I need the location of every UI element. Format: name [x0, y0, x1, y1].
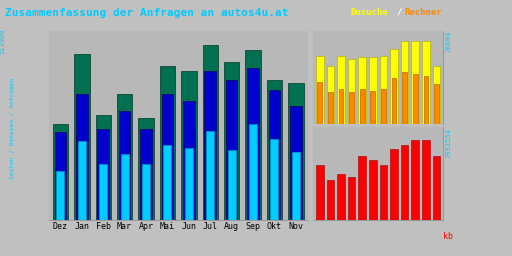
Bar [99, 164, 108, 220]
Bar [337, 174, 345, 220]
Bar [412, 140, 419, 220]
Bar [160, 66, 175, 220]
Bar [381, 89, 386, 124]
Text: Zusammenfassung der Anfragen an autos4u.at: Zusammenfassung der Anfragen an autos4u.… [5, 8, 289, 18]
Bar [247, 68, 259, 220]
Bar [117, 94, 132, 220]
Bar [119, 111, 131, 220]
Bar [224, 62, 239, 220]
Bar [369, 57, 377, 124]
Bar [74, 54, 90, 220]
Bar [317, 82, 322, 124]
Text: Besuche: Besuche [351, 8, 388, 17]
Bar [183, 101, 195, 220]
Bar [76, 94, 88, 220]
Bar [181, 71, 197, 220]
Text: 513908: 513908 [0, 28, 6, 54]
Bar [423, 76, 428, 124]
Bar [402, 72, 407, 124]
Bar [413, 74, 418, 124]
Bar [348, 59, 355, 124]
Bar [348, 177, 355, 220]
Bar [401, 41, 409, 124]
Bar [290, 106, 302, 220]
Bar [245, 50, 261, 220]
Bar [54, 132, 66, 220]
Bar [138, 119, 154, 220]
Bar [226, 80, 238, 220]
Bar [379, 56, 387, 124]
Bar [327, 180, 334, 220]
Bar [358, 156, 366, 220]
Bar [270, 140, 279, 220]
Bar [379, 165, 387, 220]
Bar [360, 89, 365, 124]
Bar [120, 154, 129, 220]
Bar [422, 140, 430, 220]
Bar [390, 49, 398, 124]
Text: Rechner: Rechner [404, 8, 442, 17]
Bar [328, 92, 333, 124]
Bar [140, 129, 152, 220]
Bar [349, 92, 354, 124]
Bar [422, 41, 430, 124]
Bar [292, 152, 300, 220]
Bar [327, 66, 334, 124]
Bar [163, 145, 172, 220]
Bar [161, 94, 173, 220]
Bar [337, 56, 345, 124]
Bar [53, 124, 68, 220]
Bar [434, 84, 439, 124]
Text: 7992554: 7992554 [445, 128, 451, 158]
Bar [288, 83, 304, 220]
Bar [206, 131, 215, 220]
Text: /: / [397, 8, 402, 17]
Bar [316, 165, 324, 220]
Bar [78, 141, 86, 220]
Bar [316, 56, 324, 124]
Bar [204, 71, 216, 220]
Bar [185, 148, 193, 220]
Bar [433, 66, 440, 124]
Bar [203, 45, 218, 220]
Bar [268, 90, 280, 220]
Bar [390, 149, 398, 220]
Bar [96, 115, 111, 220]
Text: kb: kb [443, 232, 453, 241]
Bar [371, 91, 375, 124]
Bar [412, 41, 419, 124]
Bar [338, 89, 344, 124]
Bar [142, 164, 150, 220]
Bar [249, 124, 257, 220]
Bar [97, 129, 109, 220]
Bar [56, 171, 65, 220]
Bar [267, 80, 282, 220]
Bar [433, 156, 440, 220]
Bar [392, 78, 396, 124]
Bar [227, 150, 236, 220]
Bar [369, 160, 377, 220]
Bar [401, 145, 409, 220]
Bar [358, 57, 366, 124]
Text: 26694: 26694 [445, 31, 451, 52]
Text: Seiten / Dateien / Anfragen: Seiten / Dateien / Anfragen [10, 77, 15, 179]
